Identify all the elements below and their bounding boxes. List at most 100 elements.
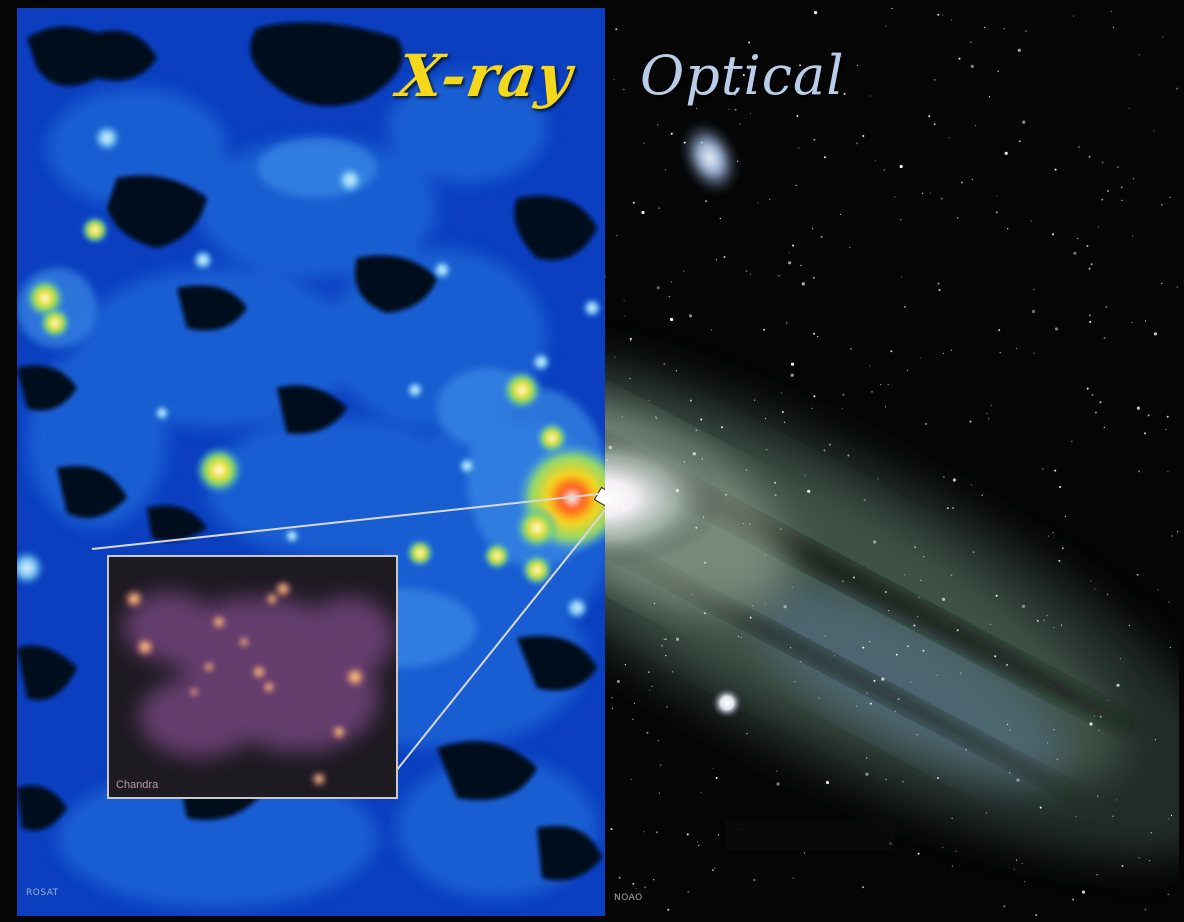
star <box>986 412 988 414</box>
star <box>766 449 768 451</box>
star <box>1003 905 1006 908</box>
star <box>1168 601 1170 603</box>
chandra-inset-label: Chandra <box>116 779 159 791</box>
star <box>647 671 650 674</box>
star <box>917 616 919 618</box>
star <box>1176 87 1179 90</box>
star <box>1165 428 1167 431</box>
star <box>665 655 667 657</box>
chandra-inset-image <box>109 557 396 797</box>
star <box>1017 48 1021 52</box>
star <box>1154 739 1156 741</box>
star <box>792 877 794 879</box>
star <box>657 124 659 126</box>
star <box>922 649 925 652</box>
star <box>1098 729 1100 731</box>
star <box>950 574 953 577</box>
star <box>995 211 998 214</box>
star <box>715 259 717 261</box>
star <box>1021 862 1023 865</box>
star <box>950 349 952 351</box>
star <box>948 137 950 139</box>
star <box>951 865 953 867</box>
star <box>632 718 634 720</box>
star <box>1088 267 1091 270</box>
star <box>776 770 778 772</box>
star <box>1167 893 1169 895</box>
star <box>1015 859 1018 861</box>
star <box>1033 289 1035 291</box>
star <box>618 876 621 879</box>
star <box>723 256 726 258</box>
star <box>880 383 882 386</box>
star <box>719 217 721 220</box>
star <box>774 481 777 484</box>
star <box>649 689 651 691</box>
star <box>746 469 748 471</box>
star <box>956 629 959 632</box>
star <box>884 406 886 408</box>
star <box>868 641 871 643</box>
star <box>779 528 782 531</box>
star <box>643 831 645 833</box>
star <box>1061 624 1063 626</box>
star <box>1073 251 1077 255</box>
star <box>883 169 885 171</box>
star <box>734 108 737 111</box>
star <box>960 181 963 184</box>
star <box>917 852 920 855</box>
star <box>714 867 716 869</box>
star <box>955 850 957 853</box>
star <box>700 792 702 794</box>
star <box>691 593 693 595</box>
star <box>904 574 906 576</box>
star <box>1121 865 1124 867</box>
star <box>635 887 637 889</box>
star <box>1103 426 1105 429</box>
star <box>769 198 771 200</box>
star <box>897 698 900 701</box>
star <box>616 679 620 684</box>
star <box>789 647 792 649</box>
star <box>981 494 983 496</box>
star <box>1009 772 1011 774</box>
star <box>658 792 660 794</box>
star <box>958 57 961 60</box>
star <box>718 834 720 836</box>
star <box>726 699 728 701</box>
star <box>862 135 865 137</box>
star <box>683 461 686 463</box>
star <box>624 315 626 317</box>
star <box>749 616 752 619</box>
star <box>916 734 918 736</box>
star <box>1054 327 1059 331</box>
star <box>1072 898 1075 901</box>
star <box>1090 263 1093 266</box>
star <box>1094 588 1096 590</box>
star <box>1144 432 1146 435</box>
star <box>890 350 893 353</box>
star <box>814 11 818 15</box>
star <box>985 812 987 814</box>
xray-panel: Chandra <box>17 8 605 916</box>
star <box>643 142 645 144</box>
star <box>790 373 794 377</box>
star <box>686 833 689 836</box>
star <box>757 202 759 204</box>
star <box>1077 146 1080 149</box>
star <box>1171 814 1173 817</box>
star <box>610 828 613 831</box>
star <box>829 443 831 446</box>
star <box>664 638 667 641</box>
star <box>784 421 786 423</box>
star <box>689 399 692 402</box>
star <box>996 195 998 197</box>
star <box>1171 535 1173 537</box>
star <box>692 452 696 456</box>
star <box>1043 619 1045 621</box>
star <box>928 115 931 118</box>
star <box>734 93 737 96</box>
star <box>900 219 902 221</box>
star <box>937 282 940 285</box>
star <box>1150 832 1152 834</box>
